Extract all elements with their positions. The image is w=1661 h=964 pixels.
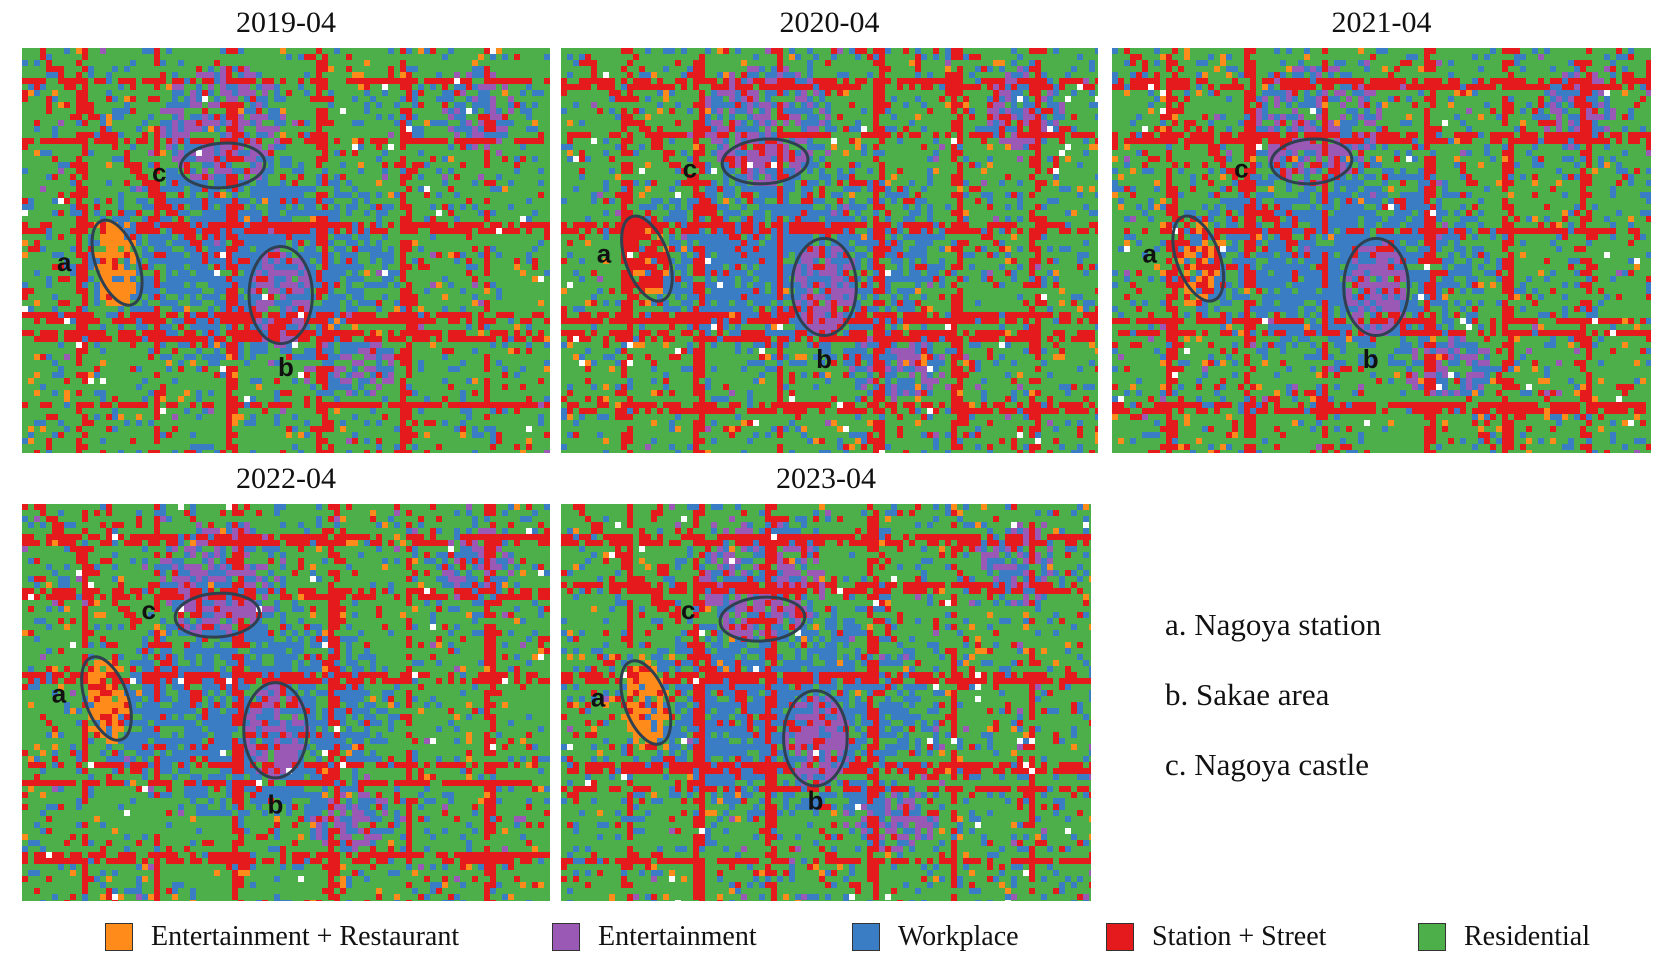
ellipse-label-a: a (57, 247, 72, 277)
ellipse-label-a: a (591, 682, 606, 712)
panel-title: 2020-04 (779, 6, 880, 39)
highlight-ellipse-c (178, 141, 267, 190)
land-use-grid: a b c (1112, 48, 1651, 453)
highlight-ellipse-a (619, 659, 673, 746)
highlight-ellipse-a (1171, 214, 1226, 303)
panel-title: 2021-04 (1331, 6, 1432, 39)
highlight-ellipse-c (718, 595, 807, 643)
ellipse-label-c: c (141, 595, 155, 625)
legend: Entertainment + Restaurant Entertainment… (100, 920, 1640, 954)
map-area: a b c (561, 48, 1098, 453)
reference-sakae-area: b. Sakae area (1165, 677, 1330, 712)
legend-swatch (1106, 923, 1134, 951)
legend-swatch (552, 923, 580, 951)
reference-nagoya-castle: c. Nagoya castle (1165, 747, 1369, 782)
panel-title: 2019-04 (236, 6, 336, 39)
map-area: a b c (561, 504, 1091, 901)
legend-swatch (852, 923, 880, 951)
ellipse-label-a: a (597, 239, 612, 269)
land-use-grid: a b c (22, 504, 550, 901)
highlight-ellipse-b (242, 681, 309, 780)
highlight-ellipse-c (1269, 137, 1354, 186)
legend-item-station-street: Station + Street (1106, 920, 1326, 954)
map-panel-2020: 2020-04 a b c (561, 8, 1098, 453)
legend-swatch (105, 923, 133, 951)
ellipse-label-c: c (1234, 154, 1248, 184)
legend-item-entertainment: Entertainment (552, 920, 757, 954)
highlight-ellipse-b (790, 236, 858, 338)
map-panel-2022: 2022-04 a b c (22, 464, 550, 901)
reference-nagoya-station: a. Nagoya station (1165, 607, 1382, 642)
legend-label: Entertainment (598, 921, 757, 952)
ellipse-label-b: b (816, 344, 832, 374)
ellipse-label-c: c (152, 158, 166, 188)
legend-label: Station + Street (1152, 921, 1327, 952)
highlight-ellipse-a (620, 214, 674, 303)
highlight-ellipse-a (90, 218, 144, 307)
highlight-ellipse-b (247, 244, 314, 346)
legend-label: Workplace (898, 921, 1019, 952)
legend-item-workplace: Workplace (852, 920, 1019, 954)
map-panel-2021: 2021-04 a b c (1112, 8, 1651, 453)
ellipse-label-b: b (807, 786, 823, 816)
land-use-grid: a b c (22, 48, 550, 453)
highlight-ellipse-a (80, 655, 133, 742)
legend-item-residential: Residential (1418, 920, 1590, 954)
location-reference-list: a. Nagoya station b. Sakae area c. Nagoy… (1165, 605, 1381, 815)
ellipse-label-b: b (278, 352, 294, 382)
panel-title: 2022-04 (236, 462, 336, 495)
highlight-ellipse-b (782, 689, 849, 788)
map-area: a b c (22, 504, 550, 901)
land-use-grid: a b c (561, 504, 1091, 901)
panel-title: 2023-04 (776, 462, 876, 495)
ellipse-label-a: a (52, 679, 67, 709)
land-use-grid: a b c (561, 48, 1098, 453)
highlight-ellipse-c (720, 137, 810, 186)
ellipse-label-c: c (681, 595, 695, 625)
ellipse-label-b: b (267, 790, 283, 820)
legend-label: Entertainment + Restaurant (151, 921, 460, 952)
map-panel-2019: 2019-04 a b c (22, 8, 550, 453)
legend-label: Residential (1464, 921, 1590, 952)
map-panel-2023: 2023-04 a b c (561, 464, 1091, 901)
ellipse-label-c: c (683, 154, 697, 184)
legend-swatch (1418, 923, 1446, 951)
ellipse-label-a: a (1142, 239, 1157, 269)
map-area: a b c (22, 48, 550, 453)
highlight-ellipse-c (173, 591, 262, 639)
highlight-ellipse-b (1342, 236, 1410, 338)
legend-item-entertainment-restaurant: Entertainment + Restaurant (105, 920, 459, 954)
map-area: a b c (1112, 48, 1651, 453)
ellipse-label-b: b (1363, 344, 1379, 374)
